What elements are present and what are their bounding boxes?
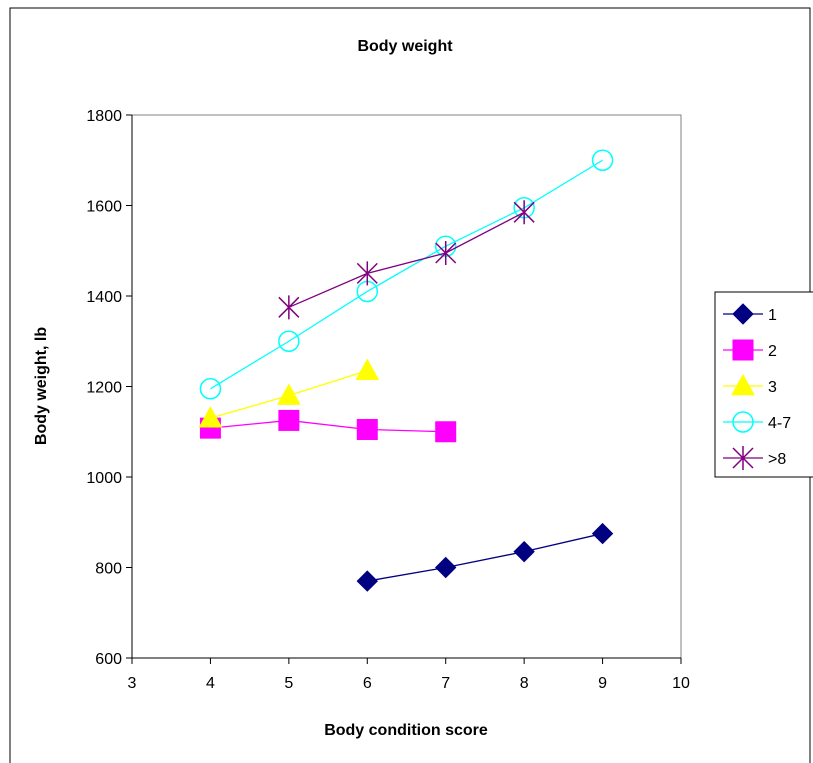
x-tick-label: 3 [128,675,137,692]
legend: 1 2 3 4-7 >8 [714,291,813,478]
legend-box [714,291,813,478]
legend-marker [732,303,754,325]
data-point [435,421,457,443]
x-axis-title: Body condition score [324,722,488,739]
legend-label: 2 [768,343,777,360]
data-point [435,556,457,579]
y-tick-label: 1000 [86,470,122,487]
legend-marker [732,411,754,433]
legend-item: 3 [723,373,777,396]
legend-marker [732,446,754,470]
x-tick-label: 8 [520,675,529,692]
data-point [355,358,380,380]
x-tick-label: 7 [441,675,450,692]
y-tick-label: 1600 [86,199,122,216]
axes: 3 4 5 6 7 8 9 10 600 800 1000 1200 1400 1600 1800 [86,108,690,692]
data-point [278,330,300,352]
x-tick-label: 10 [672,675,690,692]
legend-item: >8 [723,446,786,470]
series-3 [198,358,380,428]
series-2 [199,409,457,443]
legend-item: 2 [723,339,777,361]
chart-title: Body weight [357,38,453,55]
series-layer [198,149,614,592]
data-point [278,295,300,320]
data-point [591,522,614,545]
data-point [591,149,614,171]
data-point [356,570,378,592]
y-tick-label: 1200 [86,380,122,397]
y-axis-title: Body weight, lb [33,327,50,445]
legend-label: 1 [768,307,777,324]
series-line [210,159,603,390]
data-point [513,200,535,225]
x-tick-label: 6 [363,675,372,692]
x-tick-label: 5 [284,675,293,692]
data-point [198,406,223,428]
data-point [435,241,457,266]
data-point [356,261,378,286]
x-tick-label: 4 [206,675,215,692]
data-point [356,418,378,440]
y-tick-label: 1400 [86,289,122,306]
data-point [513,540,535,563]
series-line [367,532,603,582]
legend-label: 3 [768,379,777,396]
legend-item: 1 [723,303,777,325]
legend-label: 4-7 [768,415,791,432]
data-point [278,409,300,431]
x-tick-label: 9 [598,675,607,692]
y-tick-label: 600 [95,651,122,668]
legend-item: 4-7 [723,411,791,433]
legend-marker [731,373,755,396]
data-point [277,383,301,405]
y-tick-label: 800 [95,561,122,578]
legend-label: >8 [768,451,786,468]
plot-area [131,114,682,659]
series->8 [278,200,535,320]
legend-marker [732,339,754,361]
series-line [210,419,446,433]
series-1 [356,522,614,592]
data-point [199,378,222,400]
y-tick-label: 1800 [86,108,122,125]
series-line [288,211,525,308]
